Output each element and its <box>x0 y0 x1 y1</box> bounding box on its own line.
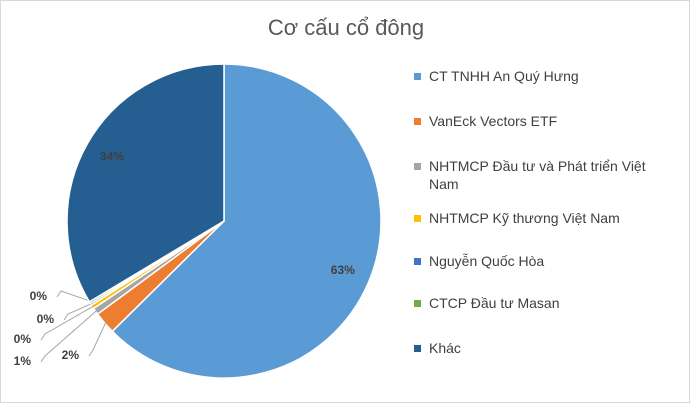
legend-label: Nguyễn Quốc Hòa <box>429 253 545 269</box>
legend-swatch <box>414 300 421 307</box>
legend-item: NHTMCP Đầu tư và Phát triển Việt Nam <box>414 157 664 193</box>
data-label: 34% <box>100 150 124 164</box>
legend-item: Khác <box>414 339 664 357</box>
legend-swatch <box>414 258 421 265</box>
chart-title: Cơ cấu cổ đông <box>268 15 424 40</box>
legend-label: NHTMCP Kỹ thương Việt Nam <box>429 210 620 226</box>
legend-label: Khác <box>429 340 461 356</box>
data-label: 1% <box>14 354 32 368</box>
pie-slice <box>111 63 382 379</box>
legend-item: CT TNHH An Quý Hưng <box>414 67 664 85</box>
legend-swatch <box>414 215 421 222</box>
legend-swatch <box>414 345 421 352</box>
legend-label: CT TNHH An Quý Hưng <box>429 68 579 84</box>
legend-item: NHTMCP Kỹ thương Việt Nam <box>414 209 664 227</box>
legend-swatch <box>414 118 421 125</box>
leader-line <box>63 302 93 321</box>
legend-item: VanEck Vectors ETF <box>414 112 664 130</box>
pie-slice <box>66 63 225 303</box>
leader-line <box>56 290 92 303</box>
legend-item: CTCP Đầu tư Masan <box>414 294 664 312</box>
legend-label: VanEck Vectors ETF <box>429 113 558 129</box>
leader-line <box>88 321 107 357</box>
legend-label: NHTMCP Đầu tư và Phát triển Việt Nam <box>429 158 646 192</box>
legend-item: Nguyễn Quốc Hòa <box>414 252 664 270</box>
leader-line <box>40 309 98 363</box>
data-label: 0% <box>30 289 48 303</box>
data-label: 2% <box>62 348 80 362</box>
leader-line <box>40 305 95 341</box>
data-label: 63% <box>331 263 355 277</box>
data-label: 0% <box>14 332 32 346</box>
legend-label: CTCP Đầu tư Masan <box>429 295 560 311</box>
data-label: 0% <box>37 312 55 326</box>
legend-swatch <box>414 163 421 170</box>
legend-swatch <box>414 73 421 80</box>
